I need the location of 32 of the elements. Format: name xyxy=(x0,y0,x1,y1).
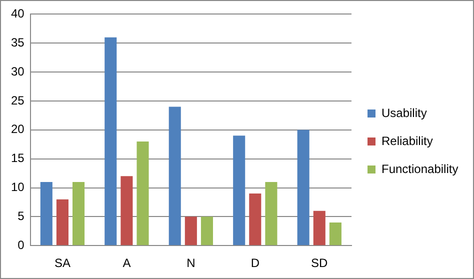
y-tick-label: 30 xyxy=(10,64,25,78)
y-tick-label: 15 xyxy=(10,151,25,166)
x-tick-label: N xyxy=(186,256,196,270)
bar xyxy=(40,182,52,246)
y-tick-label: 5 xyxy=(18,208,25,223)
bar xyxy=(104,37,117,246)
bar xyxy=(313,210,326,246)
y-tick-label: 35 xyxy=(10,35,25,50)
bar xyxy=(184,216,197,246)
y-tick-label: 10 xyxy=(10,180,25,194)
y-tick-label: 20 xyxy=(10,122,25,136)
y-tick-label: 0 xyxy=(18,238,25,252)
x-tick-label: A xyxy=(122,256,131,270)
x-tick-label: SA xyxy=(54,256,70,270)
x-tick-label: D xyxy=(250,256,260,270)
legend-label: Usability xyxy=(382,106,427,120)
bar xyxy=(329,222,342,246)
bar xyxy=(56,199,68,246)
bar xyxy=(200,216,214,246)
bar xyxy=(168,106,181,246)
bar xyxy=(233,136,246,246)
bar xyxy=(297,130,310,246)
bar xyxy=(120,176,133,246)
bar xyxy=(265,182,278,246)
legend-label: Reliability xyxy=(382,134,433,148)
legend-label: Functionability xyxy=(382,162,458,176)
bar xyxy=(136,141,149,246)
x-tick-label: SD xyxy=(311,256,328,270)
bar xyxy=(249,194,262,246)
y-tick-label: 40 xyxy=(10,6,25,21)
y-tick-label: 25 xyxy=(10,93,25,108)
bar xyxy=(72,182,85,246)
